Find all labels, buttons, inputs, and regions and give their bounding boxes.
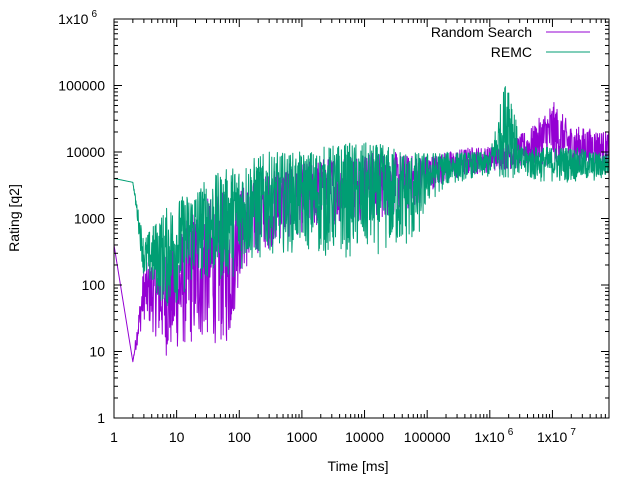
x-tick-label: 100000 <box>404 429 451 445</box>
legend-label-random-search: Random Search <box>431 24 532 40</box>
x-tick-label: 1x10 6 <box>474 427 513 445</box>
x-tick-label-exponent: 6 <box>508 427 514 438</box>
tick-labels: 1 10 100 1000 10000 100000 1x10 6 1x10 7110100100… <box>58 9 576 445</box>
x-axis-title: Time [ms] <box>328 458 389 474</box>
x-tick-label-text: 1x10 <box>537 429 568 445</box>
x-tick-label: 10 <box>169 429 185 445</box>
legend: Random Search REMC <box>431 24 590 60</box>
y-tick-label-text: 1x10 <box>58 11 89 27</box>
x-tick-label: 1000 <box>286 429 317 445</box>
y-tick-label: 10000 <box>66 144 105 160</box>
x-tick-label-text: 1 <box>110 429 118 445</box>
y-tick-label-text: 100 <box>82 277 106 293</box>
y-tick-label-exponent: 6 <box>91 9 97 20</box>
y-tick-label: 100 <box>82 277 106 293</box>
x-tick-label-text: 1000 <box>286 429 317 445</box>
y-tick-label-text: 100000 <box>58 78 105 94</box>
series-line-remc <box>114 86 609 307</box>
x-tick-label: 10000 <box>345 429 384 445</box>
x-tick-label-exponent: 7 <box>570 427 576 438</box>
x-tick-label: 1x10 7 <box>537 427 576 445</box>
y-tick-label: 1000 <box>74 211 105 227</box>
y-tick-label: 10 <box>89 344 105 360</box>
x-tick-label: 1 <box>110 429 118 445</box>
x-tick-label-text: 10 <box>169 429 185 445</box>
x-tick-label-text: 100 <box>228 429 252 445</box>
y-tick-label-text: 10000 <box>66 144 105 160</box>
legend-label-remc: REMC <box>491 44 532 60</box>
ticks-layer <box>113 18 609 419</box>
series-layer <box>114 86 609 363</box>
y-tick-label-text: 10 <box>89 344 105 360</box>
y-tick-label: 1 <box>97 410 105 426</box>
y-tick-label-text: 1 <box>97 410 105 426</box>
y-tick-label: 1x10 6 <box>58 9 97 27</box>
x-tick-label-text: 1x10 <box>474 429 505 445</box>
y-tick-label-text: 1000 <box>74 211 105 227</box>
x-tick-label-text: 100000 <box>404 429 451 445</box>
x-tick-label: 100 <box>228 429 252 445</box>
y-tick-label: 100000 <box>58 78 105 94</box>
y-axis-title: Rating [q2] <box>6 184 22 252</box>
x-tick-label-text: 10000 <box>345 429 384 445</box>
